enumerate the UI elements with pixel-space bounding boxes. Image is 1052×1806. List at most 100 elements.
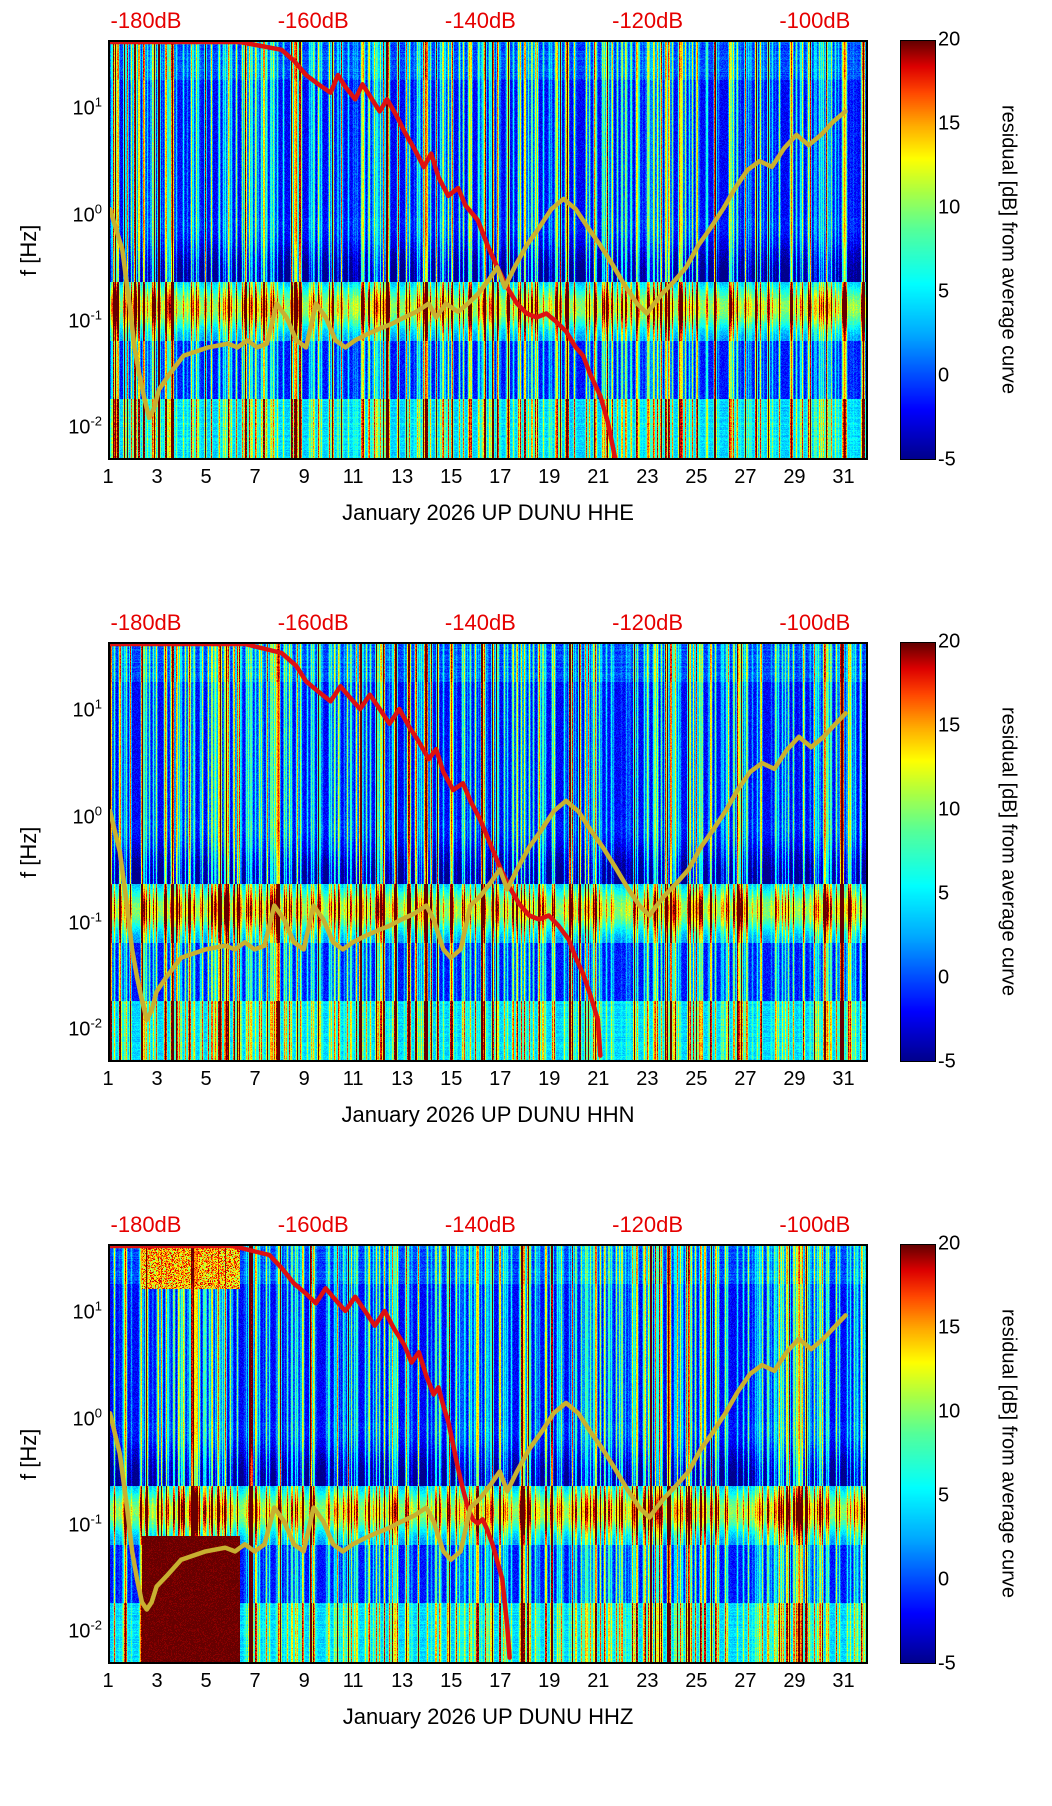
- y-tick-label: 10-2: [46, 1019, 102, 1042]
- x-tick-label: 15: [440, 466, 462, 489]
- x-tick-label: 27: [734, 1068, 756, 1091]
- y-tick-label: 101: [46, 1302, 102, 1325]
- figure-root: -180dB -160dB -140dB -120dB -100dB f [Hz…: [0, 0, 1052, 1806]
- x-tick-label: 5: [201, 466, 212, 489]
- colorbar-tick-label: 0: [938, 1569, 949, 1592]
- colorbar-tick-label: 0: [938, 967, 949, 990]
- x-tick-label: 31: [832, 1068, 854, 1091]
- x-tick-label: 1: [102, 466, 113, 489]
- colorbar-tick-label: 5: [938, 281, 949, 304]
- panel-hhz: -180dB -160dB -140dB -120dB -100dB f [Hz…: [0, 1204, 1052, 1806]
- y-axis-label-hhe: f [Hz]: [14, 40, 44, 460]
- x-axis-title-hhn: January 2026 UP DUNU HHN: [108, 1102, 868, 1128]
- panel-hhe: -180dB -160dB -140dB -120dB -100dB f [Hz…: [0, 0, 1052, 602]
- x-tick-label: 5: [201, 1670, 212, 1693]
- y-tick-label: 10-1: [46, 912, 102, 935]
- y-tick-label: 100: [46, 806, 102, 829]
- y-axis-label-hhn: f [Hz]: [14, 642, 44, 1062]
- x-tick-label: 5: [201, 1068, 212, 1091]
- y-tick-label: 10-2: [46, 1621, 102, 1644]
- x-tick-label: 17: [489, 1670, 511, 1693]
- colorbar-tick-label: 15: [938, 113, 960, 136]
- x-tick-label: 29: [783, 1670, 805, 1693]
- curve-overlay-hhz: [110, 1246, 868, 1664]
- colorbar-tick-label: 5: [938, 1485, 949, 1508]
- x-tick-label: 7: [250, 1068, 261, 1091]
- x-tick-label: 9: [299, 1068, 310, 1091]
- panel-hhn: -180dB -160dB -140dB -120dB -100dB f [Hz…: [0, 602, 1052, 1204]
- x-tick-label: 11: [343, 1068, 364, 1091]
- colorbar-canvas-hhe: [900, 40, 936, 460]
- x-tick-label: 3: [151, 1068, 162, 1091]
- curve-overlay-hhn: [110, 644, 868, 1062]
- colorbar-label-hhz: residual [dB] from average curve: [995, 1244, 1021, 1664]
- x-tick-label: 3: [151, 466, 162, 489]
- x-tick-label: 19: [538, 1068, 560, 1091]
- y-axis-label-hhz: f [Hz]: [14, 1244, 44, 1664]
- colorbar-canvas-hhz: [900, 1244, 936, 1664]
- x-tick-label: 15: [440, 1670, 462, 1693]
- x-tick-label: 11: [343, 1670, 364, 1693]
- colorbar-canvas-hhn: [900, 642, 936, 1062]
- colorbar-tick-label: 20: [938, 631, 960, 654]
- colorbar-tick-label: 20: [938, 1233, 960, 1256]
- spectrogram-plot-hhe[interactable]: [108, 40, 868, 460]
- colorbar-label-hhn: residual [dB] from average curve: [995, 642, 1021, 1062]
- x-tick-label: 15: [440, 1068, 462, 1091]
- spectrogram-plot-hhn[interactable]: [108, 642, 868, 1062]
- x-tick-label: 1: [102, 1068, 113, 1091]
- x-tick-label: 9: [299, 466, 310, 489]
- x-tick-label: 23: [636, 1068, 658, 1091]
- x-tick-label: 31: [832, 466, 854, 489]
- x-tick-label: 23: [636, 1670, 658, 1693]
- colorbar-tick-label: 5: [938, 883, 949, 906]
- x-tick-label: 17: [489, 1068, 511, 1091]
- x-tick-label: 27: [734, 1670, 756, 1693]
- colorbar-tick-label-min: -5: [938, 449, 956, 472]
- x-tick-label: 25: [685, 466, 707, 489]
- colorbar-tick-label-min: -5: [938, 1051, 956, 1074]
- x-tick-label: 29: [783, 1068, 805, 1091]
- x-tick-label: 1: [102, 1670, 113, 1693]
- colorbar-tick-label: 15: [938, 715, 960, 738]
- y-tick-label: 10-1: [46, 310, 102, 333]
- x-tick-label: 19: [538, 466, 560, 489]
- top-dblabels-hhe: -180dB -160dB -140dB -120dB -100dB: [108, 8, 868, 34]
- x-tick-label: 25: [685, 1068, 707, 1091]
- colorbar-tick-label-min: -5: [938, 1653, 956, 1676]
- x-tick-label: 25: [685, 1670, 707, 1693]
- x-tick-label: 17: [489, 466, 511, 489]
- x-tick-label: 11: [343, 466, 364, 489]
- colorbar-tick-label: 15: [938, 1317, 960, 1340]
- y-tick-label: 100: [46, 1408, 102, 1431]
- colorbar-hhe: 0 5 10 15 20 -5 residual [dB] from average cu…: [900, 40, 940, 460]
- curve-overlay-hhe: [110, 42, 868, 460]
- colorbar-tick-label: 10: [938, 799, 960, 822]
- colorbar-hhn: 0 5 10 15 20 -5 residual [dB] from average cu…: [900, 642, 940, 1062]
- top-dblabels-hhz: -180dB -160dB -140dB -120dB -100dB: [108, 1212, 868, 1238]
- spectrogram-plot-hhz[interactable]: [108, 1244, 868, 1664]
- colorbar-hhz: 0 5 10 15 20 -5 residual [dB] from average cu…: [900, 1244, 940, 1664]
- x-tick-label: 27: [734, 466, 756, 489]
- y-tick-label: 10-2: [46, 417, 102, 440]
- colorbar-tick-label: 10: [938, 197, 960, 220]
- x-tick-label: 21: [587, 1068, 609, 1091]
- top-dblabels-hhn: -180dB -160dB -140dB -120dB -100dB: [108, 610, 868, 636]
- x-tick-label: 19: [538, 1670, 560, 1693]
- x-axis-title-hhz: January 2026 UP DUNU HHZ: [108, 1704, 868, 1730]
- x-tick-label: 29: [783, 466, 805, 489]
- x-tick-label: 21: [587, 466, 609, 489]
- colorbar-tick-label: 20: [938, 29, 960, 52]
- x-axis-title-hhe: January 2026 UP DUNU HHE: [108, 500, 868, 526]
- x-tick-label: 13: [391, 1068, 413, 1091]
- y-tick-label: 10-1: [46, 1514, 102, 1537]
- x-tick-label: 7: [250, 466, 261, 489]
- x-tick-label: 13: [391, 466, 413, 489]
- x-tick-label: 31: [832, 1670, 854, 1693]
- x-tick-label: 7: [250, 1670, 261, 1693]
- x-tick-label: 21: [587, 1670, 609, 1693]
- x-tick-label: 23: [636, 466, 658, 489]
- x-tick-label: 9: [299, 1670, 310, 1693]
- colorbar-label-hhe: residual [dB] from average curve: [995, 40, 1021, 460]
- x-tick-label: 13: [391, 1670, 413, 1693]
